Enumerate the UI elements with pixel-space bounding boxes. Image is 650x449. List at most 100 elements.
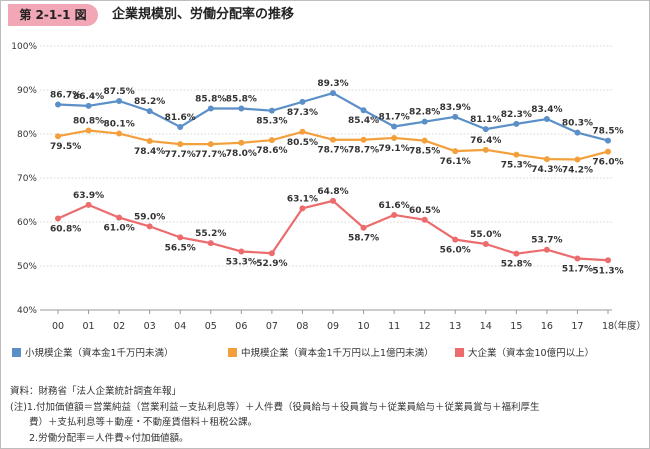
series-medium: 79.5%80.8% 80.1%78.4% 77.7% 77.7% 78.0% 78.6%…	[50, 116, 624, 175]
y-axis-ticks: 40% 50% 60% 70% 80% 90% 100%	[11, 42, 37, 316]
data-point-large	[207, 240, 214, 247]
data-point-medium	[360, 136, 367, 143]
y-tick-label: 50%	[17, 262, 37, 272]
data-label-medium: 80.1%	[103, 120, 134, 130]
legend-label-large: 大企業（資本金10億円以上）	[468, 348, 595, 359]
data-label-small: 83.4%	[531, 105, 562, 115]
data-label-small: 83.9%	[440, 103, 471, 113]
data-point-medium	[513, 151, 520, 158]
note-1-cont: 費）＋支払利息等＋動産・不動産賃借料＋租税公課。	[10, 417, 258, 428]
figure-title: 企業規模別、労働分配率の推移	[112, 7, 295, 22]
data-point-large	[360, 224, 367, 231]
data-label-medium: 79.5%	[50, 142, 81, 152]
x-tick-label: 09	[327, 321, 339, 332]
data-label-large: 56.0%	[440, 246, 471, 256]
data-point-small	[543, 116, 550, 123]
data-label-large: 53.7%	[531, 236, 562, 246]
data-point-small	[268, 107, 275, 114]
data-label-large: 53.3%	[226, 257, 257, 267]
data-point-small	[360, 107, 367, 114]
data-label-large: 63.1%	[287, 194, 318, 204]
legend-swatch-large	[455, 347, 464, 357]
data-point-large	[543, 246, 550, 253]
data-label-large: 52.9%	[256, 259, 287, 269]
data-label-large: 64.8%	[317, 187, 348, 197]
y-tick-label: 40%	[17, 306, 37, 316]
x-tick-label: 18	[602, 321, 614, 332]
data-label-small: 85.3%	[256, 117, 287, 127]
legend-label-medium: 中規模企業（資本金1千万円以上1億円未満）	[241, 348, 434, 359]
data-point-small	[116, 98, 123, 104]
data-point-large	[482, 241, 489, 247]
data-point-small	[421, 118, 428, 125]
x-axis-unit: （年度）	[608, 320, 646, 332]
x-tick-label: 15	[510, 321, 522, 332]
x-tick-label: 07	[266, 321, 278, 332]
data-label-small: 82.3%	[501, 110, 532, 120]
data-point-large	[452, 236, 459, 243]
data-label-small: 85.8%	[226, 94, 257, 104]
data-label-large: 55.0%	[470, 230, 501, 240]
x-tick-label: 17	[571, 321, 583, 332]
data-label-medium: 75.3%	[501, 161, 532, 171]
data-point-medium	[146, 138, 153, 145]
x-tick-label: 13	[449, 321, 461, 332]
x-tick-label: 16	[541, 321, 553, 332]
data-point-large	[391, 211, 398, 218]
data-label-small: 85.8%	[195, 94, 226, 104]
data-label-large: 58.7%	[348, 234, 379, 244]
data-label-large: 60.5%	[409, 206, 440, 216]
data-point-small	[513, 120, 520, 127]
data-label-medium: 78.6%	[256, 146, 287, 156]
data-label-large: 55.2%	[195, 229, 226, 239]
figure-number-badge: 第 2-1-1 図	[8, 4, 98, 26]
series-small: 86.7%86.4% 87.5%85.2%81.6% 85.8% 85.8% 85.3%…	[50, 79, 624, 144]
data-label-large: 60.8%	[50, 224, 81, 234]
data-label-medium: 76.4%	[470, 136, 501, 146]
data-point-medium	[238, 139, 245, 146]
data-point-medium	[543, 156, 550, 163]
data-label-small: 81.1%	[470, 115, 501, 125]
data-label-small: 89.3%	[317, 79, 348, 89]
legend-label-small: 小規模企業（資本金1千万円未満）	[25, 348, 174, 359]
data-label-medium: 74.2%	[562, 166, 593, 176]
legend-item-small: 小規模企業（資本金1千万円未満）	[12, 345, 174, 359]
data-label-small: 87.5%	[103, 87, 134, 97]
data-point-medium	[482, 146, 489, 153]
data-point-small	[207, 105, 214, 112]
data-point-small	[330, 90, 336, 97]
legend-item-medium: 中規模企業（資本金1千万円以上1億円未満）	[228, 345, 434, 359]
data-point-medium	[116, 130, 123, 137]
data-label-medium: 78.5%	[409, 147, 440, 157]
data-point-medium	[268, 137, 275, 144]
data-point-large	[574, 255, 581, 262]
data-label-small: 86.4%	[73, 92, 104, 102]
data-label-small: 86.7%	[50, 91, 81, 101]
data-label-medium: 77.7%	[195, 150, 226, 160]
data-label-medium: 78.7%	[317, 146, 348, 156]
y-tick-label: 90%	[17, 86, 37, 96]
data-label-small: 81.6%	[165, 113, 196, 123]
data-label-small: 80.3%	[562, 119, 593, 129]
data-point-small	[177, 123, 184, 130]
y-tick-label: 100%	[11, 42, 37, 52]
data-label-large: 61.0%	[103, 224, 134, 234]
data-label-medium: 76.0%	[592, 158, 623, 168]
data-point-small	[55, 101, 61, 108]
legend-item-large: 大企業（資本金10億円以上）	[455, 345, 594, 359]
data-label-medium: 80.5%	[287, 138, 318, 148]
data-label-medium: 78.7%	[348, 146, 379, 156]
x-tick-label: 06	[235, 321, 247, 332]
x-tick-label: 00	[52, 321, 64, 332]
data-label-small: 87.3%	[287, 108, 318, 118]
legend-swatch-medium	[228, 347, 237, 357]
data-point-small	[574, 129, 581, 136]
series-large: 60.8% 63.9% 61.0%59.0% 56.5% 55.2% 53.3% 52.9%…	[50, 187, 624, 276]
x-tick-label: 10	[358, 321, 370, 332]
data-point-medium	[85, 127, 92, 134]
data-point-medium	[177, 141, 184, 148]
y-tick-label: 70%	[17, 174, 37, 184]
data-label-small: 85.2%	[134, 97, 165, 107]
data-label-large: 59.0%	[134, 212, 165, 222]
